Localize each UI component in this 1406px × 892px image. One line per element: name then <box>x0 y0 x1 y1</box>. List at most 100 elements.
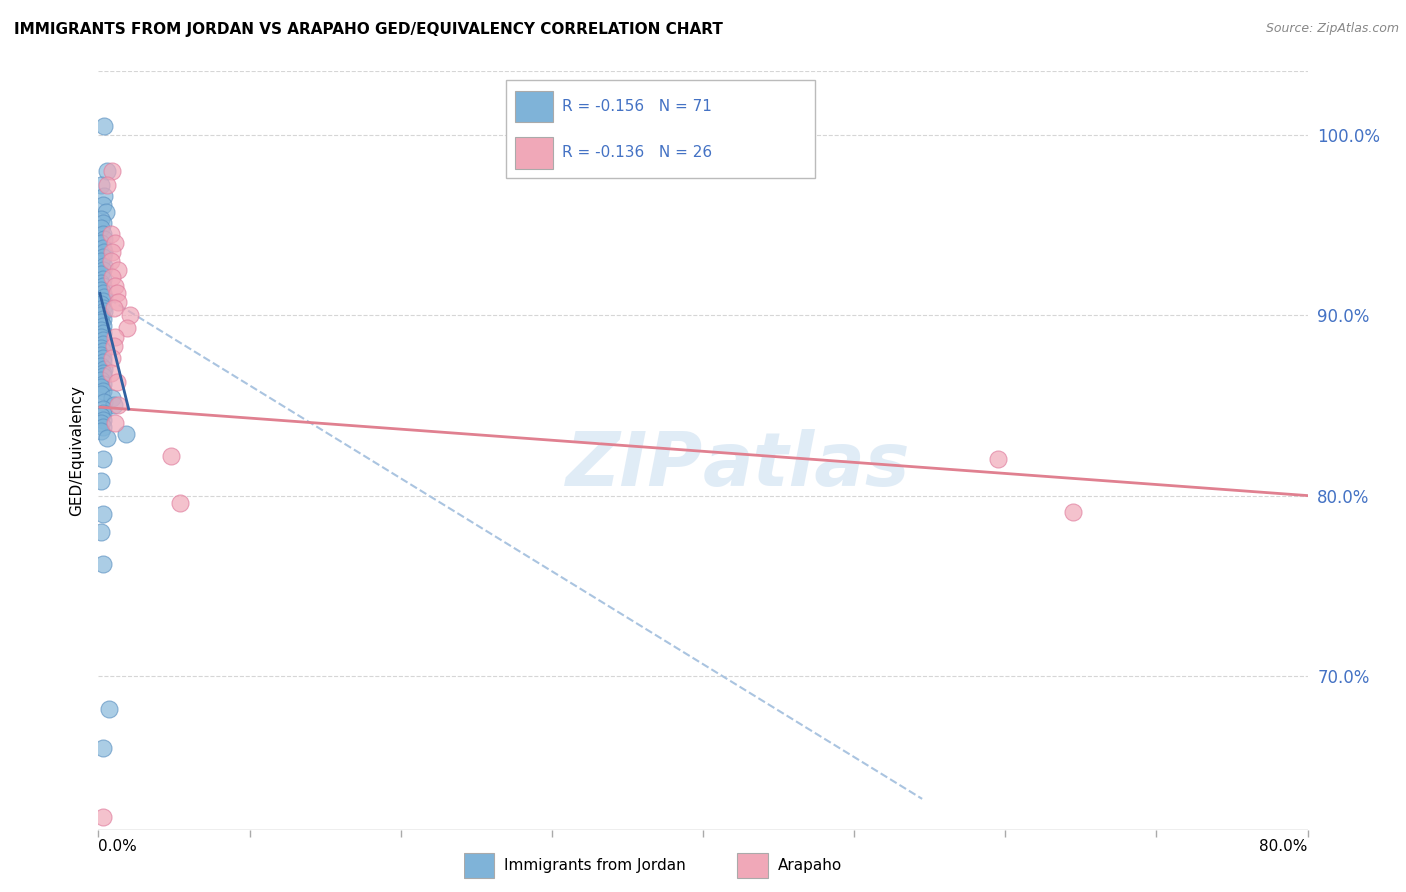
Point <box>103 398 125 412</box>
Point <box>90 178 112 192</box>
Point <box>91 250 114 264</box>
Point <box>90 341 112 355</box>
Point <box>91 293 114 308</box>
Point <box>105 375 128 389</box>
Point <box>91 318 114 333</box>
Point <box>90 221 112 235</box>
Point <box>1062 505 1084 519</box>
Point <box>90 267 112 281</box>
Point <box>93 260 115 274</box>
Point <box>90 424 112 438</box>
Point <box>91 557 114 572</box>
Point <box>90 373 112 387</box>
Point <box>114 427 136 442</box>
Text: R = -0.156   N = 71: R = -0.156 N = 71 <box>562 99 711 114</box>
Point <box>120 308 142 322</box>
Point <box>91 401 114 416</box>
Text: R = -0.136   N = 26: R = -0.136 N = 26 <box>562 145 711 161</box>
Point <box>101 244 124 259</box>
Point <box>90 524 112 539</box>
Point <box>103 339 125 353</box>
Point <box>96 163 118 178</box>
Point <box>90 359 112 373</box>
Point <box>91 507 114 521</box>
Point <box>103 301 125 315</box>
Y-axis label: GED/Equivalency: GED/Equivalency <box>69 385 84 516</box>
Point <box>91 810 114 824</box>
Point <box>101 163 124 178</box>
Point <box>96 431 118 445</box>
Text: atlas: atlas <box>703 429 911 502</box>
Point <box>91 279 114 293</box>
Point <box>90 315 112 329</box>
Point <box>91 376 114 391</box>
Point <box>91 326 114 340</box>
Point <box>90 330 112 344</box>
Point <box>101 270 124 285</box>
Text: ZIP: ZIP <box>565 429 703 502</box>
Point <box>90 276 112 290</box>
Point <box>107 398 129 412</box>
Point <box>91 420 114 434</box>
Point <box>169 496 191 510</box>
Point <box>93 290 115 304</box>
Point <box>93 244 115 259</box>
Point <box>90 253 112 268</box>
Point <box>104 235 127 250</box>
Point <box>94 205 117 219</box>
Point <box>91 198 114 212</box>
Bar <box>464 853 495 878</box>
Point <box>90 417 112 431</box>
Point <box>91 355 114 369</box>
Point <box>90 283 112 297</box>
Point <box>104 417 127 431</box>
Point <box>93 232 115 246</box>
Point <box>90 308 112 322</box>
Point <box>91 344 114 359</box>
Text: 0.0%: 0.0% <box>98 838 138 854</box>
Point <box>93 394 115 409</box>
Point <box>90 474 112 488</box>
Point <box>105 286 128 301</box>
Point <box>93 189 115 203</box>
Point <box>91 337 114 351</box>
Point <box>91 384 114 398</box>
Point <box>987 452 1010 467</box>
Point <box>90 212 112 227</box>
Point <box>91 351 114 366</box>
Point <box>91 311 114 326</box>
Point <box>90 297 112 311</box>
Point <box>115 320 138 334</box>
Point <box>91 301 114 315</box>
Point <box>91 241 114 255</box>
FancyBboxPatch shape <box>506 80 815 178</box>
Point <box>93 304 115 318</box>
Bar <box>516 137 553 169</box>
Point <box>91 452 114 467</box>
Point <box>100 366 122 380</box>
Point <box>90 409 112 424</box>
Text: Arapaho: Arapaho <box>778 858 842 872</box>
Point <box>90 322 112 336</box>
Point <box>91 216 114 230</box>
Point <box>90 387 112 401</box>
Point <box>100 253 122 268</box>
Text: IMMIGRANTS FROM JORDAN VS ARAPAHO GED/EQUIVALENCY CORRELATION CHART: IMMIGRANTS FROM JORDAN VS ARAPAHO GED/EQ… <box>14 22 723 37</box>
Point <box>91 227 114 241</box>
Point <box>90 348 112 362</box>
Point <box>91 741 114 756</box>
Point <box>101 391 124 405</box>
Point <box>91 272 114 286</box>
Point <box>90 235 112 250</box>
Text: Immigrants from Jordan: Immigrants from Jordan <box>505 858 686 872</box>
Point <box>107 263 129 277</box>
Point <box>91 263 114 277</box>
Text: 80.0%: 80.0% <box>1260 838 1308 854</box>
Point <box>90 380 112 394</box>
Point <box>91 369 114 384</box>
Point <box>104 330 127 344</box>
Point <box>91 334 114 348</box>
Bar <box>516 91 553 122</box>
Point <box>93 362 115 376</box>
Text: Source: ZipAtlas.com: Source: ZipAtlas.com <box>1265 22 1399 36</box>
